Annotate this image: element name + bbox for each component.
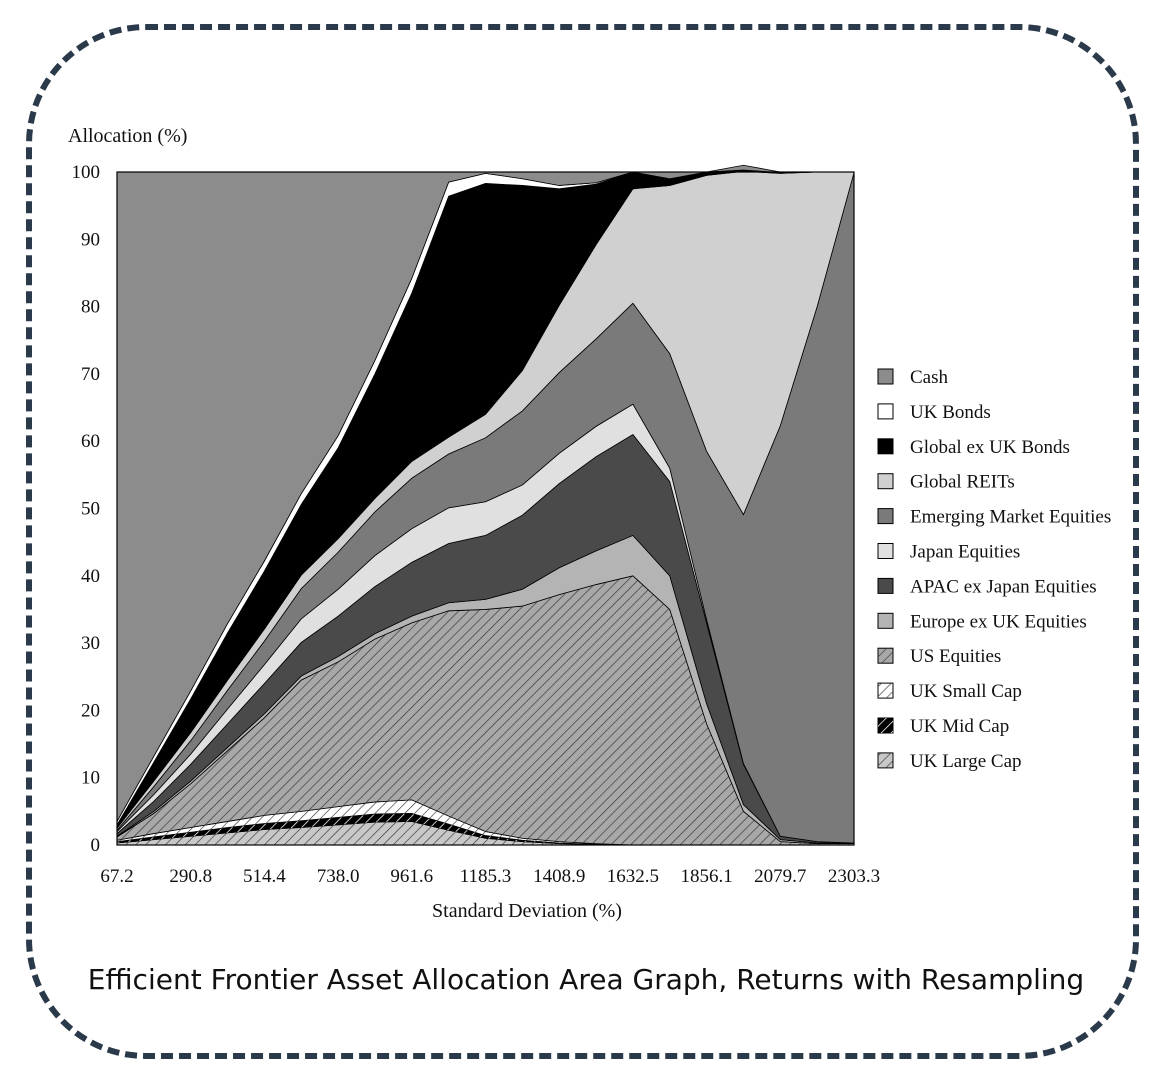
plot-border	[116, 171, 855, 846]
x-tick-label: 1856.1	[680, 866, 732, 887]
y-tick-label: 100	[72, 162, 101, 183]
legend-item-global-ex-uk-bonds: Global ex UK Bonds	[877, 437, 1070, 458]
legend-item-apac-ex-japan-equities: APAC ex Japan Equities	[877, 576, 1097, 597]
legend-swatch	[877, 403, 894, 420]
legend-item-uk-bonds: UK Bonds	[877, 402, 991, 423]
y-axis-label: Allocation (%)	[68, 125, 187, 147]
legend-swatch	[877, 612, 894, 629]
legend-label: Europe ex UK Equities	[910, 611, 1087, 632]
legend-item-cash: Cash	[877, 367, 949, 388]
y-tick-label: 10	[81, 768, 100, 789]
y-tick-label: 30	[81, 633, 100, 654]
y-tick-label: 70	[81, 364, 100, 385]
y-tick-label: 80	[81, 297, 100, 318]
legend-item-global-reits: Global REITs	[877, 472, 1015, 493]
legend-item-us-equities: US Equities	[877, 646, 1001, 667]
x-tick-label: 1185.3	[460, 866, 512, 887]
x-tick-label: 67.2	[100, 866, 133, 887]
legend-swatch-hatch	[878, 648, 893, 664]
x-tick-label: 2303.3	[828, 866, 880, 887]
legend-item-emerging-market-equities: Emerging Market Equities	[877, 507, 1111, 528]
x-axis-label: Standard Deviation (%)	[432, 900, 622, 922]
legend-label: Japan Equities	[910, 542, 1020, 563]
area-uk-large-cap-hatch	[117, 821, 854, 845]
x-tick-label: 1408.9	[533, 866, 585, 887]
x-tick-label: 738.0	[317, 866, 360, 887]
y-tick-label: 20	[81, 700, 100, 721]
legend-item-europe-ex-uk-equities: Europe ex UK Equities	[877, 611, 1087, 632]
legend-label: UK Large Cap	[910, 751, 1022, 772]
legend-swatch	[877, 473, 894, 490]
x-tick-label: 290.8	[169, 866, 212, 887]
dashed-frame	[26, 24, 1139, 1059]
legend-swatch-hatch	[878, 718, 893, 733]
area-uk-small-cap-hatch	[117, 799, 854, 845]
x-tick-label: 1632.5	[607, 866, 659, 887]
legend-swatch	[877, 438, 894, 455]
legend-swatch-hatch	[878, 683, 893, 699]
y-tick-label: 40	[81, 566, 100, 587]
y-tick-label: 60	[81, 431, 100, 452]
legend-item-uk-large-cap: UK Large Cap	[877, 751, 1022, 772]
legend-swatch	[877, 508, 894, 525]
y-tick-label: 50	[81, 499, 100, 520]
legend-label: UK Small Cap	[910, 681, 1022, 702]
legend-label: APAC ex Japan Equities	[910, 576, 1097, 597]
legend-label: Global ex UK Bonds	[910, 437, 1070, 458]
legend-item-uk-mid-cap: UK Mid Cap	[877, 716, 1009, 737]
x-tick-label: 514.4	[243, 866, 286, 887]
x-tick-label: 2079.7	[754, 866, 806, 887]
figure-caption: Efficient Frontier Asset Allocation Area…	[87, 963, 1085, 996]
legend-swatch	[877, 543, 894, 559]
legend-swatch-hatch	[878, 752, 893, 768]
y-tick-label: 0	[91, 835, 101, 856]
legend-label: Emerging Market Equities	[910, 507, 1111, 528]
legend-swatch	[877, 577, 894, 594]
legend-label: Cash	[910, 367, 949, 388]
legend-item-japan-equities: Japan Equities	[877, 542, 1020, 563]
legend-label: US Equities	[910, 646, 1001, 667]
x-tick-label: 961.6	[390, 866, 433, 887]
area-us-equities-hatch	[117, 575, 854, 845]
legend-label: UK Bonds	[910, 402, 991, 423]
legend-label: UK Mid Cap	[910, 716, 1009, 737]
y-tick-label: 90	[81, 229, 100, 250]
legend-item-uk-small-cap: UK Small Cap	[877, 681, 1022, 702]
legend-label: Global REITs	[910, 472, 1015, 493]
area-uk-mid-cap-hatch	[117, 813, 854, 845]
legend-swatch	[877, 368, 894, 385]
